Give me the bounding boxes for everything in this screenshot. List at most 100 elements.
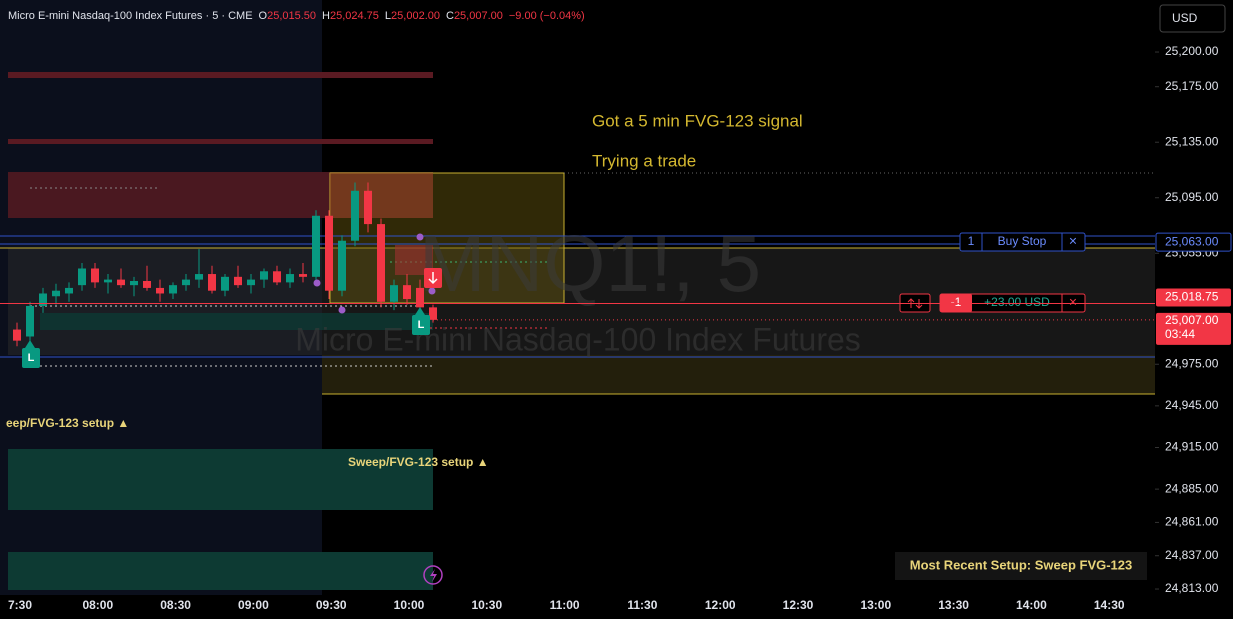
currency: USD bbox=[1172, 11, 1198, 25]
candle-body bbox=[286, 274, 294, 283]
y-axis: 25,200.00 25,175.00 25,135.00 25,095.00 25,0… bbox=[1155, 44, 1219, 595]
last-price: 25,007.00 bbox=[1165, 313, 1219, 327]
currency-box[interactable] bbox=[1159, 4, 1226, 33]
setup-label: eep/FVG-123 setup ▲ bbox=[6, 416, 129, 430]
x-tick-label: 10:30 bbox=[471, 598, 502, 612]
position-price-box bbox=[1156, 288, 1231, 307]
candle-body bbox=[377, 224, 385, 302]
position-qty-box bbox=[940, 294, 972, 312]
order-type: Buy Stop bbox=[998, 234, 1047, 248]
x-tick-label: 09:30 bbox=[316, 598, 347, 612]
entry-marker-box bbox=[22, 348, 40, 368]
candle-body bbox=[299, 274, 307, 277]
zone bbox=[8, 552, 433, 590]
candle-body bbox=[130, 280, 138, 286]
candle-body bbox=[39, 293, 47, 306]
order-qty: 1 bbox=[968, 234, 975, 248]
candle-body bbox=[104, 279, 112, 283]
watermark-symbol: MNQ1!, 5 bbox=[419, 219, 761, 308]
zone bbox=[8, 72, 433, 78]
y-tick-label: 24,915.00 bbox=[1165, 440, 1219, 454]
time-axis bbox=[0, 595, 1233, 619]
header-part: L bbox=[385, 10, 391, 22]
alert-icon[interactable] bbox=[423, 565, 443, 585]
candle-body bbox=[247, 279, 255, 286]
zone bbox=[8, 139, 433, 144]
order-box bbox=[959, 232, 1086, 252]
candle-body bbox=[26, 305, 34, 337]
candle-body bbox=[65, 287, 73, 294]
header: Micro E-mini Nasdaq-100 Index Futures · … bbox=[8, 10, 585, 22]
zone bbox=[322, 355, 1155, 394]
annotation: Got a 5 min FVG-123 signal bbox=[592, 111, 803, 130]
candle-body bbox=[260, 271, 268, 280]
candle-body bbox=[429, 307, 437, 320]
reverse-button[interactable] bbox=[899, 293, 931, 313]
recent-setup-box bbox=[895, 552, 1147, 580]
setup-label: Sweep/FVG-123 setup ▲ bbox=[348, 455, 489, 469]
candle-body bbox=[403, 285, 411, 300]
x-tick-label: 12:30 bbox=[783, 598, 814, 612]
order-price-box bbox=[1155, 232, 1232, 252]
candle-body bbox=[338, 240, 346, 291]
candle-body bbox=[234, 276, 242, 286]
x-tick-label: 11:00 bbox=[550, 598, 580, 612]
signal-dot bbox=[338, 306, 346, 314]
candle-body bbox=[195, 274, 203, 280]
countdown: 03:44 bbox=[1165, 327, 1195, 341]
header-part: H bbox=[322, 10, 330, 22]
candle-body bbox=[221, 276, 229, 291]
header-part: Micro E-mini Nasdaq-100 Index Futures · … bbox=[8, 10, 253, 22]
y-tick-label: 24,885.00 bbox=[1165, 481, 1219, 495]
header-part: 25,002.00 bbox=[391, 10, 440, 22]
entry-marker-box bbox=[412, 315, 430, 335]
candle-body bbox=[78, 268, 86, 286]
header-part: 25,015.50 bbox=[267, 10, 316, 22]
last-price-box bbox=[1156, 312, 1231, 345]
position-close[interactable]: × bbox=[1069, 294, 1077, 310]
y-tick-label: 24,837.00 bbox=[1165, 548, 1219, 562]
signal-dot bbox=[313, 279, 321, 287]
candle-body bbox=[143, 280, 151, 288]
candle-body bbox=[351, 190, 359, 241]
candle-body bbox=[312, 215, 320, 277]
candle-body bbox=[169, 285, 177, 294]
recent-setup: Most Recent Setup: Sweep FVG-123 bbox=[910, 557, 1133, 572]
position-widget[interactable]: -1 +23.00 USD × bbox=[899, 293, 1086, 313]
y-tick-label: 24,861.00 bbox=[1165, 515, 1219, 529]
zone bbox=[8, 449, 433, 510]
alert-bolt bbox=[430, 569, 437, 582]
x-tick-label: 08:30 bbox=[160, 598, 191, 612]
order-widget[interactable]: 1 Buy Stop × bbox=[959, 232, 1086, 252]
x-tick-label: 11:30 bbox=[627, 598, 657, 612]
x-tick-label: 08:00 bbox=[82, 598, 113, 612]
candle-body bbox=[416, 287, 424, 308]
x-tick-label: 09:00 bbox=[238, 598, 269, 612]
price-axis bbox=[1155, 0, 1233, 619]
x-tick-label: 14:00 bbox=[1016, 598, 1047, 612]
candles bbox=[13, 182, 437, 347]
candle-body bbox=[117, 279, 125, 286]
entry-marker: L bbox=[418, 319, 425, 331]
entry-arrow bbox=[415, 307, 425, 315]
order-price: 25,063.00 bbox=[1165, 234, 1219, 248]
header-part: 25,007.00 bbox=[454, 10, 503, 22]
y-tick-label: 25,175.00 bbox=[1165, 79, 1219, 93]
order-cancel[interactable]: × bbox=[1069, 233, 1077, 249]
candle-body bbox=[364, 190, 372, 225]
signal-dot bbox=[428, 287, 436, 295]
candle-body bbox=[273, 271, 281, 283]
y-tick-label: 24,813.00 bbox=[1165, 581, 1219, 595]
position-qty: -1 bbox=[951, 295, 962, 309]
entry-marker: L bbox=[28, 352, 35, 364]
position-price: 25,018.75 bbox=[1165, 290, 1219, 304]
candle-body bbox=[182, 279, 190, 286]
annotation: Trying a trade bbox=[592, 151, 696, 170]
candle-body bbox=[325, 215, 333, 291]
candle-body bbox=[390, 285, 398, 302]
candle-body bbox=[156, 287, 164, 294]
x-tick-label: 7:30 bbox=[8, 598, 32, 612]
y-tick-label: 24,975.00 bbox=[1165, 356, 1219, 370]
sell-arrow bbox=[428, 272, 438, 285]
